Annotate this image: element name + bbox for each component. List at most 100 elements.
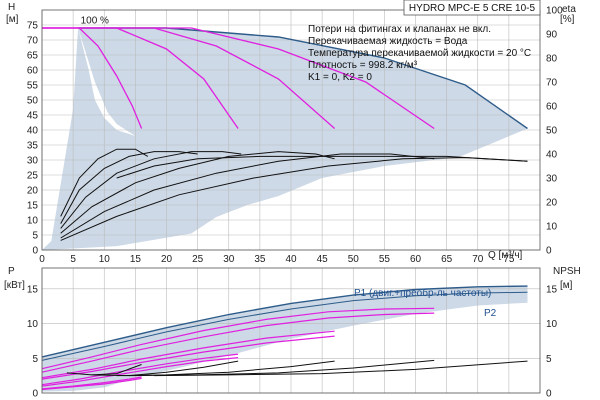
head-panel: 0510152025303540455055606570750102030405… bbox=[27, 0, 563, 265]
efficiency-curve-6 bbox=[60, 157, 528, 241]
condition-note-4: Плотность = 998.2 кг/м³ bbox=[308, 60, 418, 71]
efficiency-curve-3 bbox=[60, 151, 242, 229]
efficiency-tick-label: 60 bbox=[546, 102, 558, 113]
flow-tick-label: 15 bbox=[130, 254, 142, 265]
condition-note-1: Потери на фитингах и клапанах не вкл. bbox=[308, 23, 491, 35]
reduced-speed-power-curve-2 bbox=[41, 312, 435, 373]
efficiency-axis-label: eta bbox=[562, 4, 576, 15]
head-tick-label: 10 bbox=[27, 216, 39, 227]
head-tick-label: 70 bbox=[27, 36, 39, 47]
reduced-speed-curve-4 bbox=[42, 27, 435, 130]
efficiency-tick-label: 90 bbox=[546, 30, 558, 41]
head-axis-label: H bbox=[8, 2, 15, 13]
head-tick-label: 15 bbox=[27, 201, 39, 212]
efficiency-tick-label: 80 bbox=[546, 54, 558, 65]
flow-axis-label: Q [м³/ч] bbox=[488, 250, 523, 261]
head-tick-label: 50 bbox=[27, 96, 39, 107]
reduced-speed-power-curve-4 bbox=[41, 335, 335, 380]
head-plot-frame bbox=[41, 9, 541, 251]
flow-tick-label: 20 bbox=[161, 254, 173, 265]
efficiency-tick-label: 70 bbox=[546, 78, 558, 89]
p1-power-curve bbox=[41, 285, 528, 358]
flow-tick-label: 40 bbox=[285, 254, 297, 265]
flow-tick-label: 35 bbox=[254, 254, 266, 265]
reduced-speed-power-curve-5 bbox=[41, 353, 239, 386]
flow-tick-label: 70 bbox=[472, 254, 484, 265]
npsh-tick-label: 10 bbox=[546, 319, 558, 330]
efficiency-axis-unit: [%] bbox=[560, 14, 575, 25]
reduced-speed-power-curve-6 bbox=[41, 357, 239, 387]
power-tick-label: 15 bbox=[27, 284, 39, 295]
operating-envelope-area bbox=[42, 28, 528, 250]
head-tick-label: 35 bbox=[27, 141, 39, 152]
flow-tick-label: 5 bbox=[70, 254, 76, 265]
head-tick-label: 55 bbox=[27, 81, 39, 92]
condition-note-2: Перекачиваемая жидкость = Вода bbox=[308, 36, 468, 47]
head-axis-unit: [м] bbox=[6, 14, 19, 25]
head-tick-label: 45 bbox=[27, 111, 39, 122]
reduced-speed-power-curve-8 bbox=[41, 377, 142, 391]
p2-power-curve bbox=[41, 291, 528, 361]
head-tick-label: 65 bbox=[27, 51, 39, 62]
npsh-tick-label: 15 bbox=[546, 284, 558, 295]
head-tick-label: 30 bbox=[27, 156, 39, 167]
power-tick-label: 10 bbox=[27, 319, 39, 330]
head-tick-label: 40 bbox=[27, 126, 39, 137]
power-plot-frame bbox=[41, 267, 541, 394]
npsh-curve-2 bbox=[91, 360, 239, 377]
efficiency-tick-label: 50 bbox=[546, 126, 558, 137]
title-box bbox=[403, 0, 541, 16]
head-tick-label: 0 bbox=[32, 246, 38, 257]
npsh-curve-1 bbox=[66, 364, 142, 376]
condition-note-5: K1 = 0, K2 = 0 bbox=[308, 72, 372, 83]
flow-tick-label: 50 bbox=[348, 254, 360, 265]
p1-curve-label: P1 (двиг.+преобр-ль частоты) bbox=[354, 287, 491, 299]
efficiency-tick-label: 20 bbox=[546, 198, 558, 209]
power-envelope-area bbox=[42, 286, 528, 392]
head-tick-label: 5 bbox=[32, 231, 38, 242]
flow-tick-label: 0 bbox=[39, 254, 45, 265]
power-tick-label: 0 bbox=[32, 389, 38, 400]
efficiency-curve-7 bbox=[116, 155, 528, 179]
flow-tick-label: 10 bbox=[99, 254, 111, 265]
efficiency-tick-label: 40 bbox=[546, 150, 558, 161]
flow-tick-label: 65 bbox=[441, 254, 453, 265]
head-tick-label: 25 bbox=[27, 171, 39, 182]
npsh-axis-unit: [м] bbox=[560, 280, 573, 291]
power-panel: 0 5 10 15 0 5 10 15 P1 (двиг.+преобр-ль частоты)… bbox=[27, 267, 558, 400]
npsh-curve-5 bbox=[154, 360, 528, 377]
efficiency-tick-label: 30 bbox=[546, 174, 558, 185]
npsh-tick-label: 5 bbox=[546, 354, 552, 365]
head-tick-label: 20 bbox=[27, 186, 39, 197]
efficiency-curve-4 bbox=[60, 151, 335, 234]
reduced-speed-power-curve-7 bbox=[41, 376, 142, 390]
power-tick-label: 5 bbox=[32, 354, 38, 365]
flow-tick-label: 60 bbox=[410, 254, 422, 265]
reduced-speed-power-curve-1 bbox=[41, 307, 435, 370]
efficiency-curve-2 bbox=[60, 151, 198, 224]
npsh-axis-label: NPSH bbox=[553, 266, 581, 277]
efficiency-curve-1 bbox=[60, 148, 149, 217]
efficiency-tick-label: 0 bbox=[546, 246, 552, 257]
efficiency-tick-label: 100 bbox=[546, 6, 563, 17]
power-axis-unit: [кВт] bbox=[4, 280, 25, 291]
head-tick-label: 75 bbox=[27, 21, 39, 32]
chart-title: HYDRO MPC-E 5 CRE 10-5 bbox=[409, 3, 536, 14]
head-tick-label: 60 bbox=[27, 66, 39, 77]
efficiency-curve-5 bbox=[60, 153, 435, 239]
power-axis-label: P bbox=[8, 266, 15, 277]
p2-curve-label: P2 bbox=[484, 308, 497, 319]
flow-tick-label: 45 bbox=[317, 254, 329, 265]
reduced-speed-power-curve-3 bbox=[41, 330, 335, 379]
flow-tick-label: 75 bbox=[503, 254, 515, 265]
flow-tick-label: 30 bbox=[223, 254, 235, 265]
flow-tick-label: 55 bbox=[379, 254, 391, 265]
flow-tick-label: 25 bbox=[192, 254, 204, 265]
envelope-notch bbox=[78, 28, 136, 136]
condition-note-3: Температура перекачиваемой жидкости = 20… bbox=[308, 48, 531, 59]
speed-100-label: 100 % bbox=[81, 16, 109, 27]
npsh-tick-label: 0 bbox=[546, 389, 552, 400]
efficiency-tick-label: 10 bbox=[546, 222, 558, 233]
